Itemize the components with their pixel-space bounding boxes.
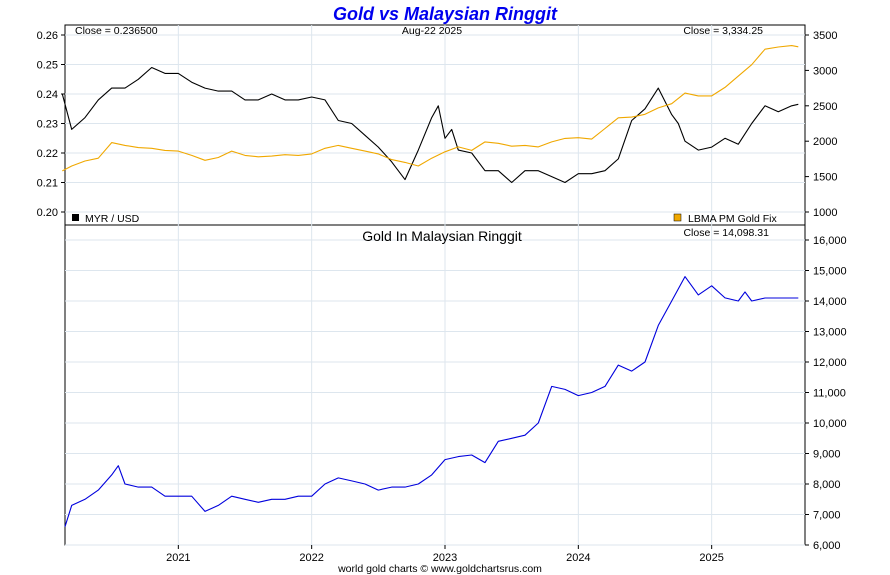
footer-credit: world gold charts © www.goldchartsrus.co… [337,563,542,575]
series-line-myr-usd [61,66,799,184]
bottom-panel-frame [64,224,806,546]
y-left-tick-label: 0.22 [37,148,58,160]
y-left-tick-label: 0.20 [37,207,58,219]
y-right-tick-label: 1500 [813,172,837,184]
series-line-gold-usd [62,45,799,172]
y-right-tick-label: 1000 [813,207,837,219]
bottom-chart-title: Gold In Malaysian Ringgit [362,228,522,244]
y-left-tick-label: 0.24 [37,89,58,101]
y-left-tick-label: 0.25 [37,60,58,72]
y-right-tick-label: 15,000 [813,266,847,278]
y-right-tick-label: 9,000 [813,449,841,461]
y-right-tick-label: 3500 [813,30,837,42]
y-left-tick-label: 0.21 [37,178,58,190]
chart-title: Gold vs Malaysian Ringgit [333,4,558,24]
x-tick-label: 2021 [166,552,190,564]
top-panel-frame [64,24,806,226]
y-right-tick-label: 13,000 [813,327,847,339]
left-close-label: Close = 0.236500 [75,25,158,37]
y-right-tick-label: 12,000 [813,357,847,369]
y-right-tick-label: 2000 [813,136,837,148]
x-tick-label: 2025 [699,552,723,564]
y-right-tick-label: 8,000 [813,479,841,491]
legend-swatch-gold [673,213,682,222]
grid-layer [65,25,805,546]
legend-label-myr: MYR / USD [85,213,140,225]
series-line-gold-myr [64,276,799,527]
legend-label-gold: LBMA PM Gold Fix [688,213,777,225]
y-left-tick-label: 0.26 [37,30,58,42]
tick-layer: 2021 2022 2023 2024 2025 0.20 0.21 0.22 0.23 0.24… [37,30,847,564]
bottom-close-label: Close = 14,098.31 [683,227,769,239]
y-right-tick-label: 11,000 [813,388,846,400]
y-right-tick-label: 10,000 [813,418,847,430]
date-label: Aug-22 2025 [402,25,462,37]
y-right-tick-label: 6,000 [813,540,841,552]
right-close-label: Close = 3,334.25 [683,25,763,37]
x-tick-label: 2023 [433,552,457,564]
y-right-tick-label: 14,000 [813,296,847,308]
x-tick-label: 2022 [299,552,323,564]
y-left-tick-label: 0.23 [37,119,58,131]
y-right-tick-label: 3000 [813,65,837,77]
x-tick-label: 2024 [566,552,590,564]
y-right-tick-label: 16,000 [813,235,847,247]
y-right-tick-label: 2500 [813,101,837,113]
y-right-tick-label: 7,000 [813,510,841,522]
legend-swatch-myr [72,214,79,221]
series-layer [61,45,799,527]
